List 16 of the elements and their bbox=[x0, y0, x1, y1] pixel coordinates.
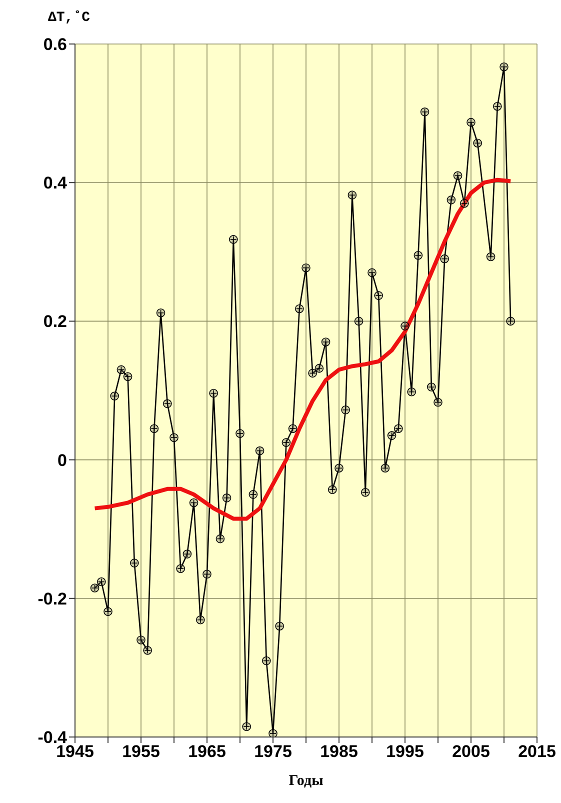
y-tick-label: 0.2 bbox=[43, 312, 67, 332]
line-series bbox=[92, 178, 513, 521]
x-tick-label: 1975 bbox=[254, 742, 292, 762]
x-axis-title: Годы bbox=[288, 773, 324, 789]
x-tick-label: 1955 bbox=[122, 742, 160, 762]
y-tick-label: -0.2 bbox=[38, 589, 67, 608]
x-tick-label: 1945 bbox=[56, 742, 94, 762]
y-tick-label: 0.4 bbox=[43, 174, 68, 193]
y-tick-label: 0 bbox=[58, 450, 67, 470]
y-tick-label: 0.6 bbox=[43, 35, 67, 54]
x-tick-label: 1995 bbox=[386, 742, 424, 762]
y-axis-title: ΔT,˚C bbox=[48, 10, 90, 26]
x-tick-label: 2005 bbox=[452, 742, 490, 762]
x-tick-label: 1965 bbox=[188, 742, 226, 762]
x-tick-label: 1985 bbox=[320, 742, 358, 762]
x-tick-label: 2015 bbox=[518, 742, 556, 762]
